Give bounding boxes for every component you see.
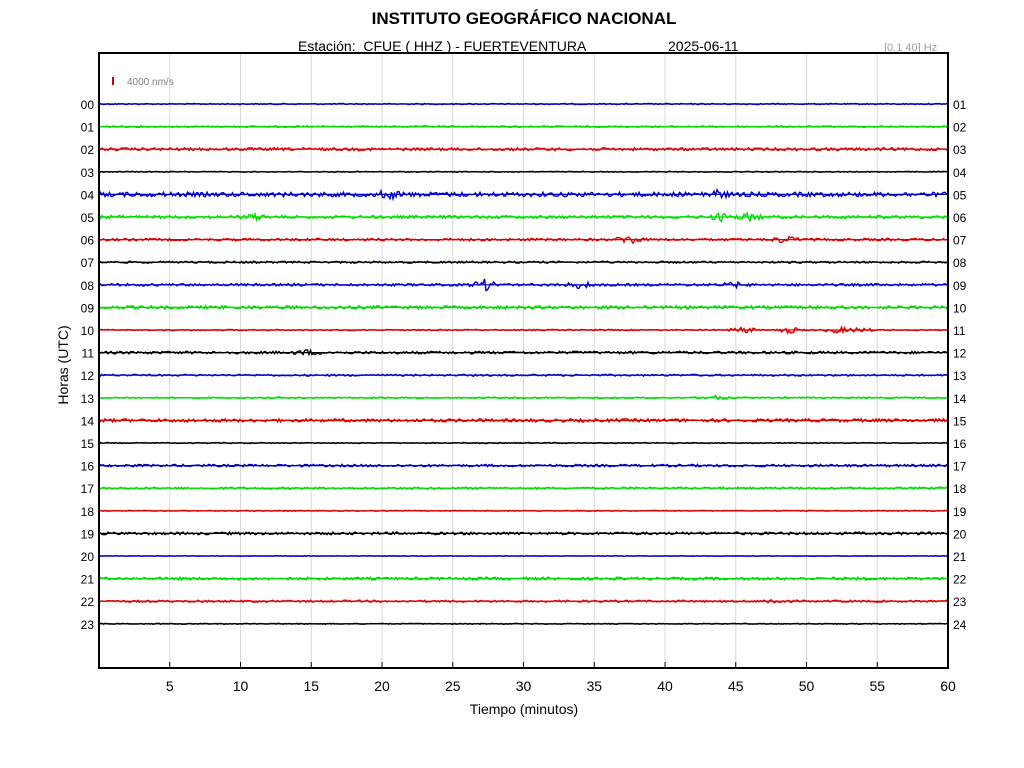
x-tick-label: 40	[657, 678, 673, 694]
hour-label-left: 22	[81, 595, 95, 609]
hour-label-right: 16	[953, 437, 967, 451]
hour-label-left: 14	[81, 414, 95, 428]
x-tick-label: 20	[374, 678, 390, 694]
hour-label-left: 18	[81, 505, 95, 519]
hour-labels-left: 00 01 02 03 04 05 06 07 08 09 10 11 12 13 14 15 16 17 18 19…	[81, 98, 95, 632]
hour-label-right: 02	[953, 121, 967, 135]
hour-labels-right: 01 02 03 04 05 06 07 08 09 10 11 12 13 14 15 16 17 18 19 20…	[953, 98, 967, 632]
hour-label-left: 21	[81, 573, 95, 587]
hour-label-left: 06	[81, 234, 95, 248]
hour-label-left: 15	[81, 437, 95, 451]
hour-label-left: 04	[81, 188, 95, 202]
hour-label-right: 20	[953, 527, 967, 541]
x-tick-label: 10	[233, 678, 249, 694]
hour-label-left: 17	[81, 482, 95, 496]
hour-label-right: 05	[953, 188, 967, 202]
x-tick-label: 45	[728, 678, 744, 694]
x-tick-label: 50	[799, 678, 815, 694]
hour-label-right: 10	[953, 301, 967, 315]
date-subtitle: 2025-06-11	[668, 38, 739, 54]
hour-label-left: 09	[81, 301, 95, 315]
hour-label-left: 13	[81, 392, 95, 406]
hour-trace	[98, 188, 949, 202]
grid-lines	[169, 53, 878, 668]
hour-label-left: 23	[81, 618, 95, 632]
hour-label-left: 11	[82, 347, 95, 361]
hour-label-left: 10	[81, 324, 95, 338]
hour-label-right: 08	[953, 256, 967, 270]
hour-label-right: 06	[953, 211, 967, 225]
x-tick-label: 35	[586, 678, 602, 694]
y-axis-title: Horas (UTC)	[55, 325, 71, 404]
hour-label-left: 05	[81, 211, 95, 225]
hour-label-left: 02	[81, 143, 95, 157]
hour-label-right: 22	[953, 573, 967, 587]
x-tick-label: 55	[869, 678, 885, 694]
hour-label-right: 07	[953, 234, 967, 248]
hour-label-left: 19	[81, 527, 95, 541]
hour-label-right: 09	[953, 279, 967, 293]
hour-label-right: 11	[953, 324, 966, 338]
x-tick-label: 60	[940, 678, 956, 694]
scale-label: 4000 nm/s	[127, 77, 174, 88]
hour-label-right: 17	[953, 460, 967, 474]
hour-label-right: 24	[953, 618, 967, 632]
filter-label: [0.1 40] Hz	[884, 42, 938, 54]
trace-group	[98, 102, 949, 626]
hour-label-left: 08	[81, 279, 95, 293]
hour-label-right: 03	[953, 143, 967, 157]
hour-label-left: 07	[81, 256, 95, 270]
hour-label-right: 18	[953, 482, 967, 496]
hour-label-right: 04	[953, 166, 967, 180]
scale-bar	[112, 77, 114, 85]
hour-label-right: 13	[953, 369, 967, 383]
hour-label-left: 00	[81, 98, 95, 112]
x-axis-ticks: 5 10 15 20 25 30 35 40 45 50 55 60	[166, 662, 956, 694]
hour-label-left: 16	[81, 460, 95, 474]
x-axis-title: Tiempo (minutos)	[470, 701, 578, 717]
x-tick-label: 15	[303, 678, 319, 694]
hour-label-right: 14	[953, 392, 967, 406]
x-tick-label: 25	[445, 678, 461, 694]
hour-label-right: 12	[953, 347, 967, 361]
hour-label-left: 12	[81, 369, 95, 383]
hour-label-right: 15	[953, 414, 967, 428]
station-subtitle: Estación: CFUE ( HHZ ) - FUERTEVENTURA	[298, 38, 587, 54]
hour-label-right: 19	[953, 505, 967, 519]
x-tick-label: 30	[516, 678, 532, 694]
hour-label-left: 03	[81, 166, 95, 180]
hour-label-right: 23	[953, 595, 967, 609]
hour-label-right: 01	[953, 98, 967, 112]
hour-label-left: 01	[81, 121, 95, 135]
hour-label-left: 20	[81, 550, 95, 564]
hour-label-right: 21	[953, 550, 967, 564]
chart-title: INSTITUTO GEOGRÁFICO NACIONAL	[371, 9, 677, 28]
x-tick-label: 5	[166, 678, 174, 694]
